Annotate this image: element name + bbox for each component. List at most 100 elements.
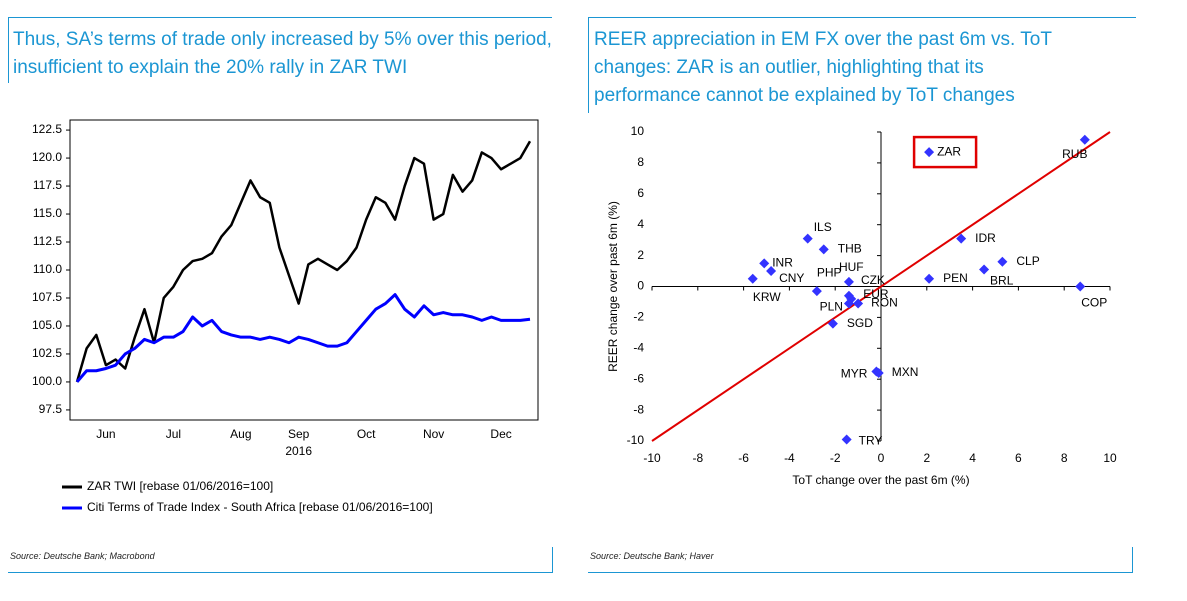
plot-frame (69, 119, 539, 421)
y-tick-label: 110.0 (33, 262, 62, 276)
point-label: CZK (861, 273, 885, 287)
series-line (75, 140, 532, 383)
point-label: PEN (943, 271, 968, 285)
legend-label: ZAR TWI [rebase 01/06/2016=100] (87, 479, 273, 493)
y-tick-label: 4 (637, 217, 644, 231)
point (1075, 281, 1086, 292)
point-label: MXN (892, 365, 919, 379)
point (853, 298, 864, 309)
point-label: COP (1081, 296, 1107, 310)
x-tick-label: Aug (230, 427, 251, 441)
y-tick-label: 10 (631, 124, 645, 138)
point-label: BRL (990, 274, 1014, 288)
x-axis-label: ToT change over the past 6m (%) (792, 473, 969, 487)
x-tick-label: Nov (423, 427, 444, 441)
x-tick-label: 6 (1015, 451, 1022, 465)
point (924, 273, 935, 284)
point-label: INR (772, 255, 793, 269)
source: Source: Deutsche Bank; Haver (590, 551, 714, 561)
y-tick-label: 105.0 (32, 318, 62, 332)
x-tick-label: 4 (969, 451, 976, 465)
point (979, 264, 990, 275)
point (873, 368, 884, 379)
point-label: SGD (847, 316, 873, 330)
panel-title: Thus, SA’s terms of trade only increased… (13, 29, 552, 78)
point-label: HUF (839, 260, 864, 274)
legend-label: Citi Terms of Trade Index - South Africa… (87, 500, 433, 514)
footer-rule (588, 572, 1133, 573)
point (841, 434, 852, 445)
x-tick-label: 2 (923, 451, 930, 465)
panel-title: REER appreciation in EM FX over the past… (594, 29, 1052, 106)
point (818, 244, 829, 255)
y-tick-label: 100.0 (32, 374, 62, 388)
point-label: THB (838, 242, 862, 256)
footer-bar (1132, 547, 1133, 573)
point-label: MYR (841, 367, 868, 381)
y-tick-label: 115.0 (33, 206, 62, 220)
y-tick-label: 6 (637, 186, 644, 200)
x-tick-label: 10 (1103, 451, 1117, 465)
point (924, 147, 935, 158)
x-tick-label: 0 (878, 451, 885, 465)
header-rule (8, 17, 552, 18)
point-label: IDR (975, 231, 996, 245)
y-tick-label: 112.5 (33, 234, 62, 248)
y-tick-label: 8 (637, 155, 644, 169)
point (759, 258, 770, 269)
point (843, 298, 854, 309)
point (802, 233, 813, 244)
x-tick-label: 8 (1061, 451, 1068, 465)
point-label: CNY (779, 271, 804, 285)
y-tick-label: 117.5 (33, 178, 62, 192)
header-rule (588, 17, 1136, 18)
y-tick-label: 122.5 (32, 122, 62, 136)
x-tick-label: Oct (357, 427, 376, 441)
point (956, 233, 967, 244)
y-tick-label: 102.5 (32, 346, 62, 360)
x-tick-label: -10 (643, 451, 661, 465)
point (827, 318, 838, 329)
highlight-box (912, 135, 978, 169)
y-tick-label: 2 (637, 248, 644, 262)
point-label: PLN (820, 300, 843, 314)
y-tick-label: 97.5 (39, 402, 63, 416)
x-tick-label: -4 (784, 451, 795, 465)
x-tick-label: Jun (96, 427, 115, 441)
x-tick-label: Jul (166, 427, 181, 441)
y-tick-label: -2 (633, 310, 644, 324)
footer-rule (8, 572, 553, 573)
header-bar (8, 17, 9, 83)
x-tick-label: Sep (288, 427, 310, 441)
series-line (75, 293, 531, 383)
point-label: ZAR (937, 144, 961, 158)
point-label: KRW (753, 290, 781, 304)
point-label: RON (871, 296, 898, 310)
point (766, 266, 777, 277)
point (843, 276, 854, 287)
point (997, 256, 1008, 267)
y-tick-label: 0 (637, 279, 644, 293)
x-axis-label: 2016 (285, 444, 312, 458)
point-label: ILS (814, 220, 832, 234)
point (747, 273, 758, 284)
point-label: RUB (1062, 147, 1087, 161)
y-tick-label: -6 (633, 371, 644, 385)
x-tick-label: -2 (830, 451, 841, 465)
source: Source: Deutsche Bank; Macrobond (10, 551, 155, 561)
y-tick-label: 120.0 (32, 150, 62, 164)
y-axis-label: REER change over past 6m (%) (606, 201, 620, 372)
y-tick-label: -10 (627, 433, 645, 447)
point-label: CLP (1016, 254, 1039, 268)
point (811, 286, 822, 297)
x-tick-label: -8 (692, 451, 703, 465)
header-bar (588, 17, 589, 113)
point (1079, 134, 1090, 145)
point-label: PHP (817, 265, 842, 279)
y-tick-label: -4 (633, 340, 644, 354)
x-tick-label: Dec (490, 427, 511, 441)
footer-bar (552, 547, 553, 573)
point-label: EUR (863, 287, 889, 301)
y-tick-label: 107.5 (32, 290, 62, 304)
